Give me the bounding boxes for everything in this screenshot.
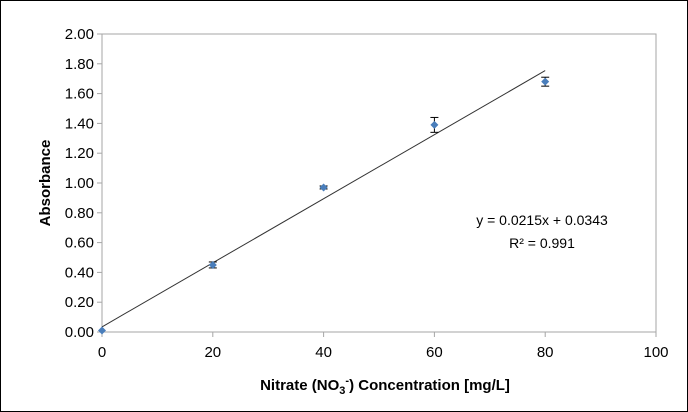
y-tick-label: 1.20 <box>65 145 94 162</box>
y-axis-title: Absorbance <box>37 140 54 227</box>
x-tick-label: 60 <box>426 344 443 361</box>
r-squared-label: R² = 0.991 <box>509 235 575 251</box>
trendline <box>101 70 546 328</box>
x-tick-label: 20 <box>204 344 221 361</box>
y-tick-label: 2.00 <box>65 26 94 43</box>
data-point <box>319 183 328 192</box>
data-point <box>541 77 550 86</box>
y-tick-label: 1.40 <box>65 115 94 132</box>
x-axis: 0 20 40 60 80 100 <box>98 332 669 361</box>
y-tick-label: 0.00 <box>65 324 94 341</box>
x-tick-label: 100 <box>643 344 668 361</box>
plot-area <box>101 33 657 333</box>
y-tick-label: 1.80 <box>65 56 94 73</box>
data-point <box>208 260 217 269</box>
trendline-equation: y = 0.0215x + 0.0343 <box>476 212 608 228</box>
x-tick-label: 0 <box>98 344 106 361</box>
data-points <box>98 77 550 335</box>
y-tick-label: 1.60 <box>65 86 94 103</box>
data-point <box>430 120 439 129</box>
y-tick-label: 0.80 <box>65 205 94 222</box>
y-tick-label: 0.60 <box>65 235 94 252</box>
y-tick-label: 1.00 <box>65 175 94 192</box>
x-axis-title-superscript: - <box>345 375 349 387</box>
x-tick-label: 80 <box>537 344 554 361</box>
y-tick-label: 0.40 <box>65 264 94 281</box>
trendline-line <box>101 70 546 328</box>
y-axis: 0.00 0.20 0.40 0.60 0.80 1.00 1.20 1.40 1.60 1.80… <box>65 26 102 341</box>
x-axis-title-subscript: 3 <box>339 385 345 397</box>
x-axis-title-suffix: ) Concentration [mg/L] <box>349 377 510 394</box>
x-tick-label: 40 <box>315 344 332 361</box>
x-axis-title-prefix: Nitrate (NO <box>260 377 340 394</box>
y-tick-label: 0.20 <box>65 294 94 311</box>
x-axis-title: Nitrate (NO3-) Concentration [mg/L] <box>260 375 510 397</box>
plot-area-border <box>101 33 657 333</box>
data-point <box>98 326 106 335</box>
